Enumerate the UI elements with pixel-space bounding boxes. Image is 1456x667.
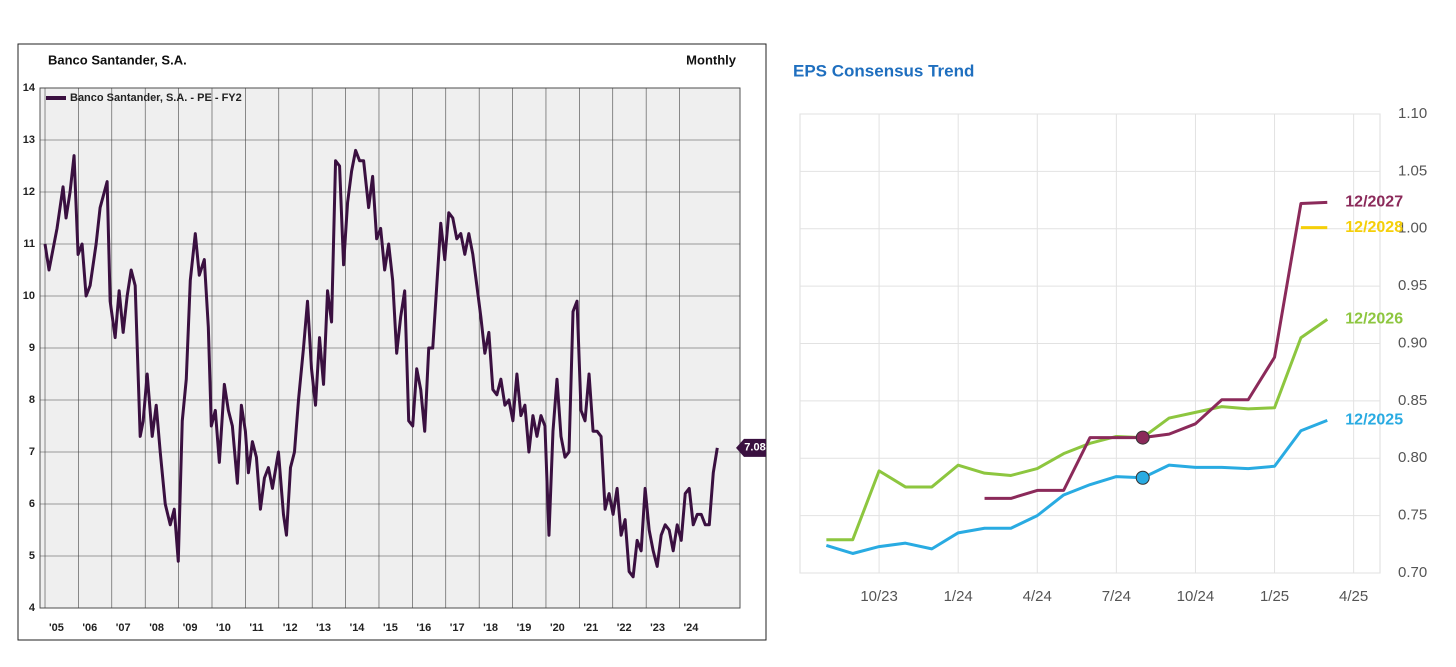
- x-tick-label: '15: [383, 622, 398, 634]
- y-tick-label: 0.85: [1398, 392, 1427, 409]
- x-tick-label: 10/24: [1177, 588, 1215, 605]
- x-tick-label: 10/23: [860, 588, 898, 605]
- x-tick-label: '07: [116, 622, 131, 634]
- y-tick-label: 7: [29, 446, 35, 458]
- y-tick-label: 5: [29, 550, 35, 562]
- y-tick-label: 9: [29, 342, 35, 354]
- series-label: 12/2025: [1345, 412, 1403, 429]
- series-label: 12/2027: [1345, 194, 1403, 211]
- x-tick-label: 1/25: [1260, 588, 1289, 605]
- end-value-tag: [736, 438, 766, 457]
- x-tick-label: 1/24: [944, 588, 973, 605]
- x-tick-label: '06: [82, 622, 97, 634]
- x-tick-label: '14: [350, 622, 366, 634]
- series-line: [984, 200, 1328, 500]
- series-line: [826, 318, 1329, 542]
- legend-label: Banco Santander, S.A. - PE - FY2: [70, 92, 242, 104]
- series-label: 12/2028: [1345, 219, 1403, 236]
- y-tick-label: 1.00: [1398, 220, 1427, 237]
- y-tick-label: 0.70: [1398, 564, 1427, 581]
- y-tick-label: 11: [23, 238, 35, 250]
- highlight-marker: [1135, 430, 1150, 445]
- y-tick-label: 12: [23, 186, 35, 198]
- y-tick-label: 1.10: [1398, 105, 1427, 122]
- x-tick-label: 7/24: [1102, 588, 1131, 605]
- y-tick-label: 0.90: [1398, 334, 1427, 351]
- x-tick-label: '21: [583, 622, 598, 634]
- y-tick-label: 8: [29, 394, 35, 406]
- chart-title: EPS Consensus Trend: [793, 61, 974, 80]
- series-label: 12/2026: [1345, 311, 1403, 328]
- y-tick-label: 0.75: [1398, 507, 1427, 524]
- x-tick-label: '18: [483, 622, 498, 634]
- x-tick-label: '13: [316, 622, 331, 634]
- end-value-label: 7.08: [744, 442, 765, 454]
- highlight-marker: [1135, 470, 1150, 485]
- y-tick-label: 13: [23, 134, 35, 146]
- x-tick-label: '10: [216, 622, 231, 634]
- x-tick-label: '09: [183, 622, 198, 634]
- x-tick-label: '11: [249, 622, 263, 634]
- x-tick-label: '08: [149, 622, 164, 634]
- x-tick-label: 4/25: [1339, 588, 1368, 605]
- x-tick-label: '20: [550, 622, 565, 634]
- x-tick-label: '19: [517, 622, 532, 634]
- x-tick-label: '16: [416, 622, 431, 634]
- x-tick-label: '05: [49, 622, 64, 634]
- y-tick-label: 6: [29, 498, 35, 510]
- x-tick-label: '22: [617, 622, 632, 634]
- y-tick-label: 0.80: [1398, 449, 1427, 466]
- y-tick-label: 14: [23, 82, 36, 94]
- frequency-label: Monthly: [686, 52, 737, 67]
- y-tick-label: 4: [29, 602, 36, 614]
- x-tick-label: '24: [684, 622, 700, 634]
- y-tick-label: 0.95: [1398, 277, 1427, 294]
- y-tick-label: 1.05: [1398, 162, 1427, 179]
- chart-title: Banco Santander, S.A.: [48, 52, 187, 67]
- x-tick-label: '12: [283, 622, 298, 634]
- y-tick-label: 10: [23, 290, 35, 302]
- series-line: [43, 148, 719, 579]
- series-line: [825, 418, 1328, 555]
- x-tick-label: 4/24: [1023, 588, 1052, 605]
- x-tick-label: '23: [650, 622, 665, 634]
- x-tick-label: '17: [450, 622, 465, 634]
